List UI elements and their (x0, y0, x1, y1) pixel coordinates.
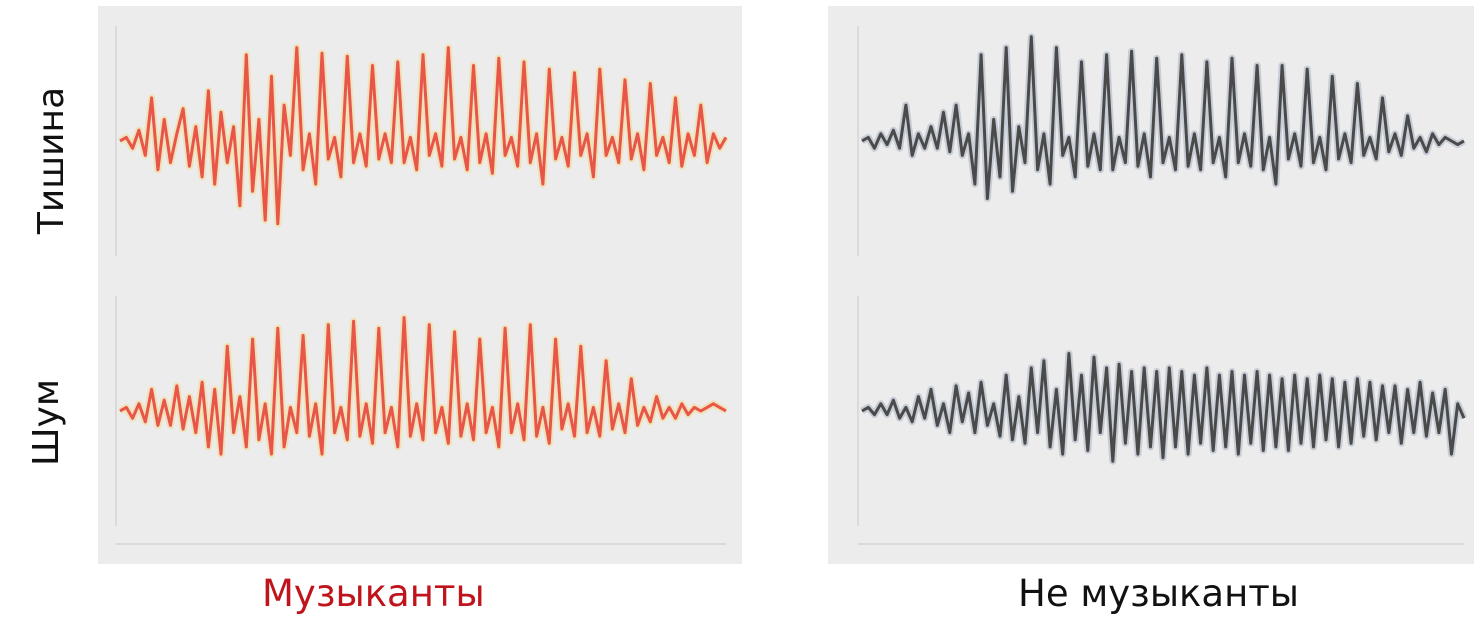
non-musicians-silence-series-glow (860, 33, 1466, 202)
musicians-noise-series-line (119, 316, 727, 456)
non-musicians-noise-series-line (861, 352, 1466, 463)
non-musicians-panel (828, 6, 1474, 564)
musicians-silence-series-line (119, 46, 728, 226)
col-label-non-musicians: Не музыканты (1018, 572, 1300, 615)
musicians-panel (98, 6, 742, 564)
non-musicians-silence-series-line (861, 35, 1465, 200)
non-musicians-waveform-plot (857, 26, 1468, 545)
musicians-waveform-plot (115, 26, 730, 545)
row-label-noise: Шум (25, 379, 67, 466)
col-label-musicians: Музыканты (262, 572, 485, 615)
row-label-silence: Тишина (31, 86, 73, 235)
